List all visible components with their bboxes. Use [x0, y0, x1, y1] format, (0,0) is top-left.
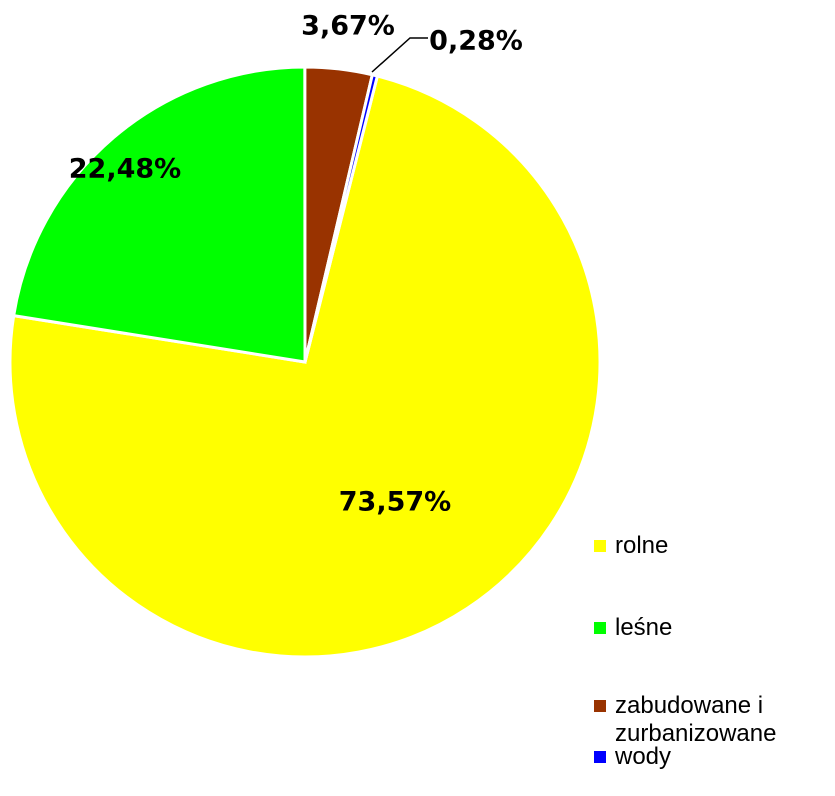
pie-slice — [11, 65, 307, 364]
data-label: 73,57% — [339, 487, 451, 518]
legend-entry: wody — [594, 743, 834, 771]
data-label: 22,48% — [69, 154, 181, 185]
legend-entry: zabudowane i zurbanizowane — [594, 692, 834, 748]
pie-slice — [303, 72, 380, 363]
legend-swatch — [594, 622, 606, 634]
legend-label: rolne — [615, 532, 669, 559]
data-label: 0,28% — [429, 26, 523, 57]
legend-label: wody — [615, 743, 672, 770]
legend-entry: leśne — [594, 614, 834, 642]
pie-slice — [8, 74, 602, 659]
legend-swatch — [594, 700, 606, 712]
legend-label: leśne — [615, 614, 673, 641]
legend-label: zabudowane i zurbanizowane — [615, 692, 777, 747]
leader-line — [371, 37, 428, 73]
legend-swatch — [594, 540, 606, 552]
legend-entry: rolne — [594, 532, 834, 560]
legend-swatch — [594, 751, 606, 763]
data-label: 3,67% — [301, 11, 395, 42]
